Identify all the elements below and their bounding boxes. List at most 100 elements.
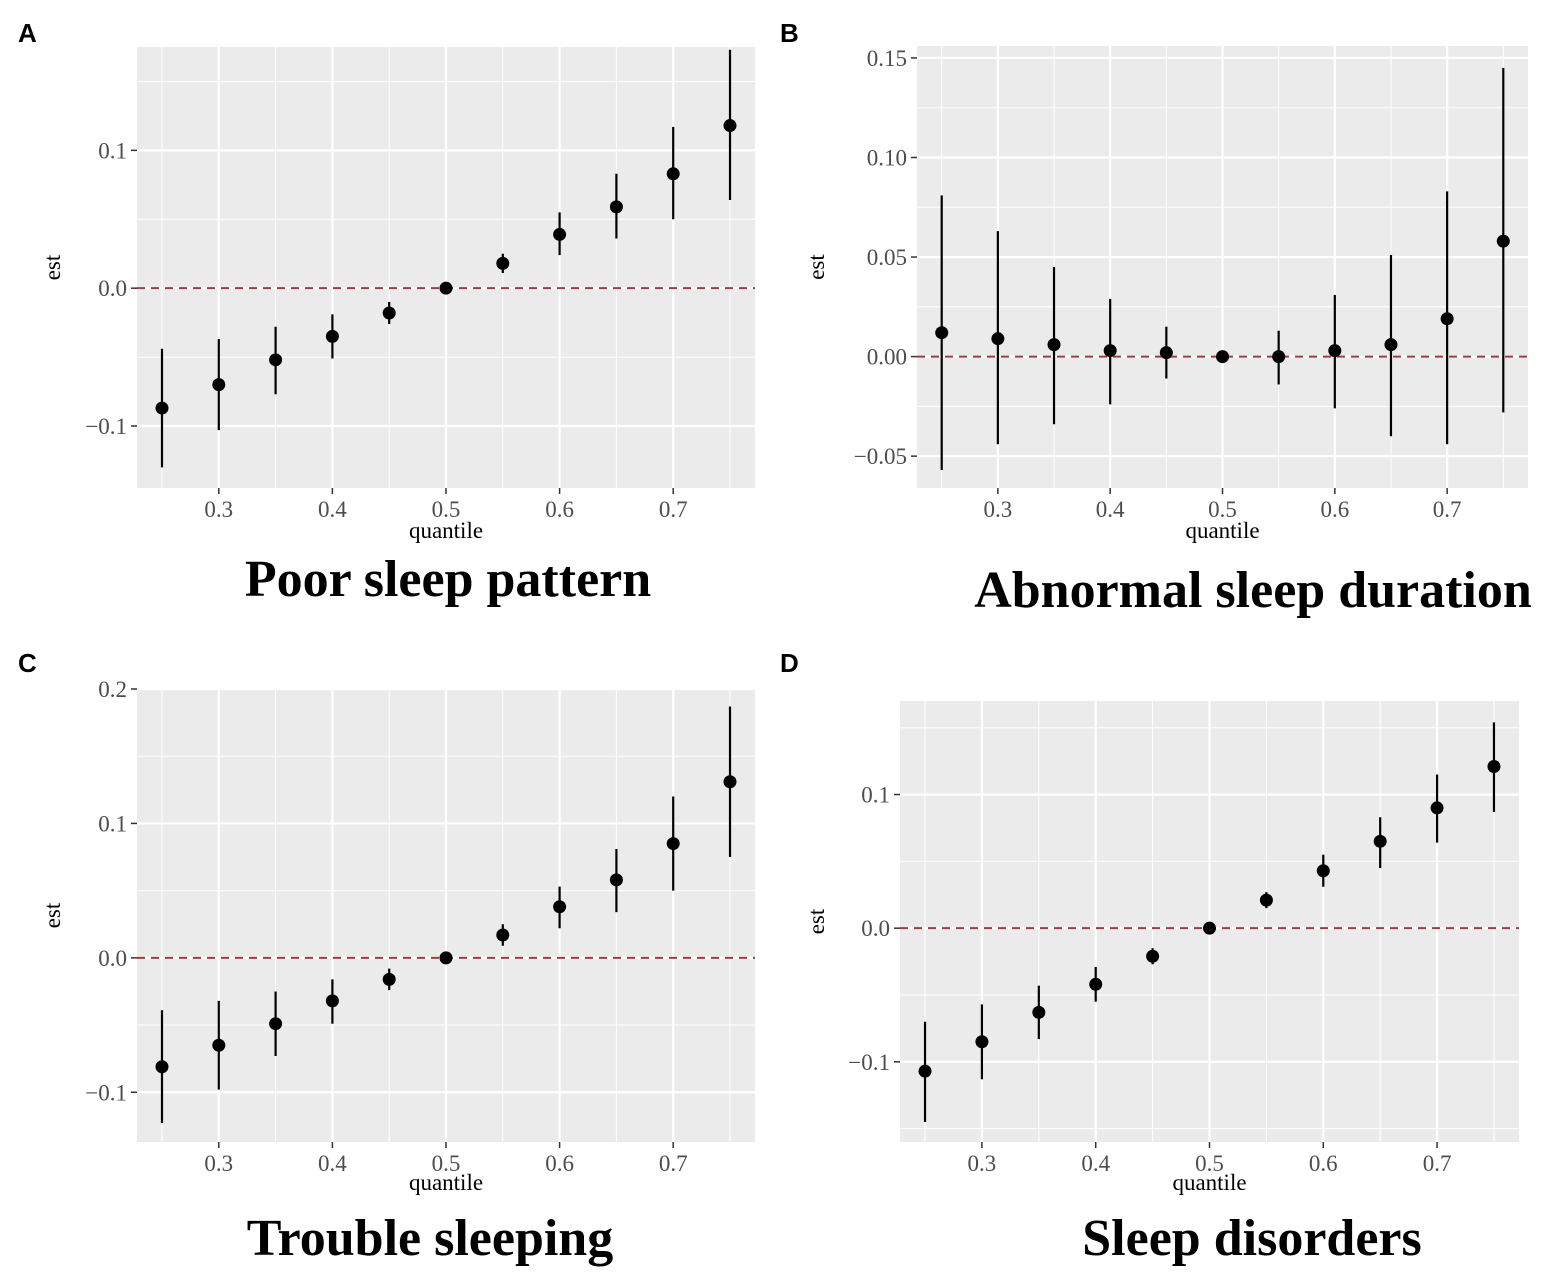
y-axis-title: est [804, 254, 829, 280]
data-point [553, 227, 567, 241]
x-tick-label: 0.4 [1081, 1151, 1110, 1176]
data-point [439, 951, 453, 965]
y-axis-title: est [40, 902, 65, 928]
y-tick-label: 0.1 [98, 811, 127, 836]
x-tick-label: 0.3 [204, 1151, 233, 1176]
data-point [1316, 864, 1330, 878]
data-point [1328, 344, 1342, 358]
data-point [269, 353, 283, 367]
y-axis-title: est [804, 908, 829, 934]
data-point [439, 281, 453, 295]
x-tick-label: 0.5 [1208, 497, 1237, 522]
panel-c: 0.3 0.4 0.5 0.6 0.7 −0.1 0.0 0.1 0.2 quantile est C… [18, 648, 755, 1267]
grid [900, 701, 1519, 1142]
data-point [723, 775, 737, 789]
data-point [1047, 338, 1061, 352]
data-point [1373, 834, 1387, 848]
chart-title: Sleep disorders [1082, 1210, 1421, 1267]
data-point [269, 1017, 283, 1031]
data-point [1430, 801, 1444, 815]
data-point [609, 873, 623, 887]
y-tick-label: 0.05 [867, 245, 907, 270]
data-point [496, 256, 510, 270]
data-point [935, 326, 949, 340]
data-point [1032, 1005, 1046, 1019]
x-tick-label: 0.6 [545, 1151, 574, 1176]
x-tick-label: 0.7 [659, 1151, 688, 1176]
y-tick-label: −0.1 [848, 1050, 890, 1075]
chart-title: Poor sleep pattern [245, 551, 651, 608]
data-point [155, 1060, 169, 1074]
x-tick-label: 0.6 [1309, 1151, 1338, 1176]
data-point [1146, 949, 1160, 963]
y-tick-label: 0.1 [98, 138, 127, 163]
data-point [918, 1064, 932, 1078]
y-tick-label: 0.2 [98, 677, 127, 702]
panel-b: 0.3 0.4 0.5 0.6 0.7 −0.05 0.00 0.05 0.10 0.15 quan… [780, 18, 1532, 619]
data-point [1216, 350, 1229, 364]
data-point [212, 1038, 226, 1052]
data-point [1203, 921, 1216, 935]
x-tick-label: 0.5 [432, 1151, 461, 1176]
data-point [991, 332, 1005, 346]
x-tick-label: 0.6 [1320, 497, 1349, 522]
data-point [1440, 312, 1454, 326]
chart-title: Abnormal sleep duration [974, 562, 1532, 619]
x-tick-label: 0.5 [1195, 1151, 1224, 1176]
y-tick-label: −0.05 [854, 444, 907, 469]
x-axis-title: quantile [409, 1170, 483, 1195]
data-point [1272, 350, 1286, 364]
x-tick-label: 0.7 [659, 497, 688, 522]
y-tick-label: −0.1 [85, 414, 127, 439]
y-tick-label: 0.1 [861, 783, 890, 808]
y-tick-label: 0.15 [867, 46, 907, 71]
y-tick-label: 0.0 [98, 276, 127, 301]
data-point [382, 306, 396, 320]
panel-letter: D [780, 648, 799, 678]
x-tick-label: 0.4 [318, 497, 347, 522]
data-point [1384, 338, 1398, 352]
data-point [1103, 344, 1117, 358]
panel-a: 0.3 0.4 0.5 0.6 0.7 −0.1 0.0 0.1 quantile est A Poo… [18, 18, 755, 608]
data-point [212, 378, 226, 392]
x-tick-label: 0.5 [432, 497, 461, 522]
data-point [723, 119, 737, 133]
data-point [1496, 234, 1510, 248]
data-point [325, 994, 339, 1008]
x-axis-title: quantile [1172, 1170, 1246, 1195]
x-axis-title: quantile [1185, 518, 1259, 543]
y-tick-label: 0.00 [867, 345, 907, 370]
grid [137, 687, 755, 1142]
data-point [325, 329, 339, 343]
data-point [975, 1035, 989, 1049]
y-tick-label: 0.0 [861, 916, 890, 941]
x-tick-label: 0.6 [545, 497, 574, 522]
panel-letter: C [18, 648, 37, 678]
x-tick-label: 0.4 [1096, 497, 1125, 522]
x-axis-title: quantile [409, 518, 483, 543]
data-point [155, 401, 169, 415]
data-point [609, 200, 623, 214]
x-tick-label: 0.7 [1423, 1151, 1452, 1176]
chart-title: Trouble sleeping [247, 1210, 613, 1267]
data-point [1089, 977, 1103, 991]
data-point [666, 167, 680, 181]
panel-letter: A [18, 18, 37, 48]
y-tick-label: 0.10 [867, 145, 907, 170]
data-point [496, 928, 510, 942]
panel-d: 0.3 0.4 0.5 0.6 0.7 −0.1 0.0 0.1 quantile est D Sle… [780, 648, 1519, 1267]
x-tick-label: 0.7 [1433, 497, 1462, 522]
data-point [553, 900, 567, 914]
panel-letter: B [780, 18, 799, 48]
data-point [1259, 893, 1273, 907]
x-tick-label: 0.3 [968, 1151, 997, 1176]
data-point [666, 837, 680, 851]
y-tick-label: −0.1 [85, 1080, 127, 1105]
x-tick-label: 0.4 [318, 1151, 347, 1176]
y-tick-label: 0.0 [98, 946, 127, 971]
data-point [1159, 346, 1173, 360]
x-tick-label: 0.3 [983, 497, 1012, 522]
x-tick-label: 0.3 [204, 497, 233, 522]
data-point [382, 972, 396, 986]
